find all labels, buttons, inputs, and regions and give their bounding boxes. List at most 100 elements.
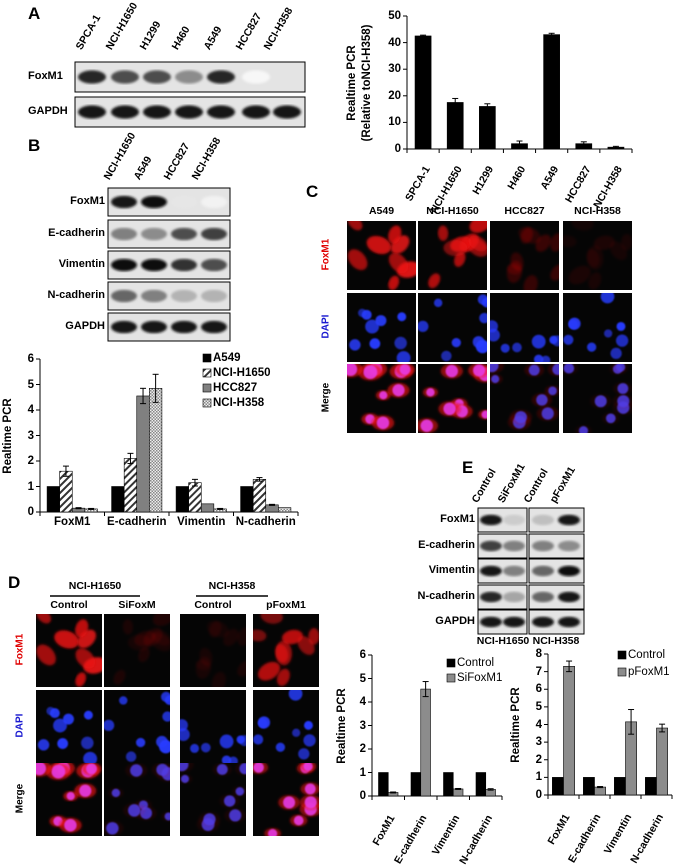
legend-swatch [202,368,212,378]
bar [123,458,138,513]
micrograph [104,690,170,763]
bar [552,777,564,796]
blot-band [558,565,580,577]
blot-band [143,105,171,119]
blot-band [207,70,235,84]
y-tick-label: 4 [535,718,542,731]
blot-band [503,540,525,552]
category-label: FoxM1 [54,516,91,528]
bar [175,486,189,513]
blot-band [480,540,502,552]
bar [614,777,626,796]
y-tick-label: 10 [388,116,401,129]
blot-band [558,514,580,526]
y-tick-label: 1 [27,480,34,493]
blot-band [207,105,235,119]
blot-band [171,289,197,303]
y-tick-label: 0 [535,789,542,801]
bar [46,486,60,513]
blot-band [111,289,137,303]
blot-band [532,565,554,577]
blot-band [558,540,580,552]
micrograph [36,763,102,836]
column-label: HCC827 [504,205,545,217]
bar [414,35,432,150]
blot-band [201,289,227,303]
micrograph [253,763,319,836]
legend-swatch [202,353,212,363]
blot-band [171,195,197,209]
legend-label: HCC827 [213,382,258,394]
row-label: E-cadherin [48,227,105,239]
legend-label: pFoxM1 [628,666,670,678]
row-label: GAPDH [65,320,105,332]
blot-band [503,514,525,526]
blot-band [480,514,502,526]
micrograph [180,690,246,763]
bar [479,106,496,150]
panel-label-d: D [8,573,21,592]
blot-band [175,105,203,119]
blot-band [111,195,137,209]
micrograph [180,614,246,687]
category-label: N-cadherin [235,516,296,528]
blot-band [558,591,580,603]
bar [645,777,657,796]
blot-band [532,591,554,603]
blot-band [480,565,502,577]
micrograph [490,293,559,362]
blot-band [111,70,139,84]
blot-band [111,320,137,334]
row-label: GAPDH [435,615,475,627]
legend-label: SiFoxM1 [457,672,503,684]
y-axis-label: Realtime PCR [336,687,348,764]
legend-label: NCI-H358 [213,397,265,409]
bar [446,102,464,150]
bar [543,34,560,150]
blot-band [273,105,301,119]
y-tick-label: 7 [535,665,542,678]
micrograph [418,293,487,362]
row-label: DAPI [14,713,26,737]
y-tick-label: 3 [535,736,542,749]
blot-band [141,289,167,303]
blot-band [201,320,227,334]
blot-band [201,227,227,241]
bar [278,507,292,513]
panel-label-b: B [28,136,41,155]
blot-band [558,616,580,628]
bar [378,772,389,797]
micrograph [563,221,632,290]
micrograph [347,221,416,290]
y-tick-label: 6 [535,683,542,696]
y-axis-label: Realtime PCR [510,686,522,763]
row-label: FoxM1 [28,70,63,82]
legend-swatch [446,673,456,683]
y-tick-label: 3 [27,429,34,442]
bar [443,772,454,797]
y-tick-label: 50 [388,10,401,22]
y-tick-label: 5 [27,378,34,391]
micrograph [418,221,487,290]
bar [149,388,163,513]
bar [240,486,254,513]
bar [410,772,422,797]
micrograph [36,614,102,687]
y-tick-label: 8 [535,648,542,660]
row-label: DAPI [320,314,332,338]
y-tick-label: 2 [27,455,34,467]
y-tick-label: 20 [388,89,401,102]
micrograph [180,763,246,836]
bar [188,482,202,513]
bar [594,786,606,796]
row-label: GAPDH [28,105,68,117]
bar [252,479,267,513]
y-axis-label: Realtime PCR [346,44,358,121]
row-label: Vimentin [58,258,105,270]
y-tick-label: 0 [27,506,34,518]
legend-label: Control [457,657,495,669]
y-tick-label: 2 [359,743,366,755]
row-label: N-cadherin [417,590,475,602]
blot-band [480,616,502,628]
row-label: FoxM1 [320,238,332,270]
